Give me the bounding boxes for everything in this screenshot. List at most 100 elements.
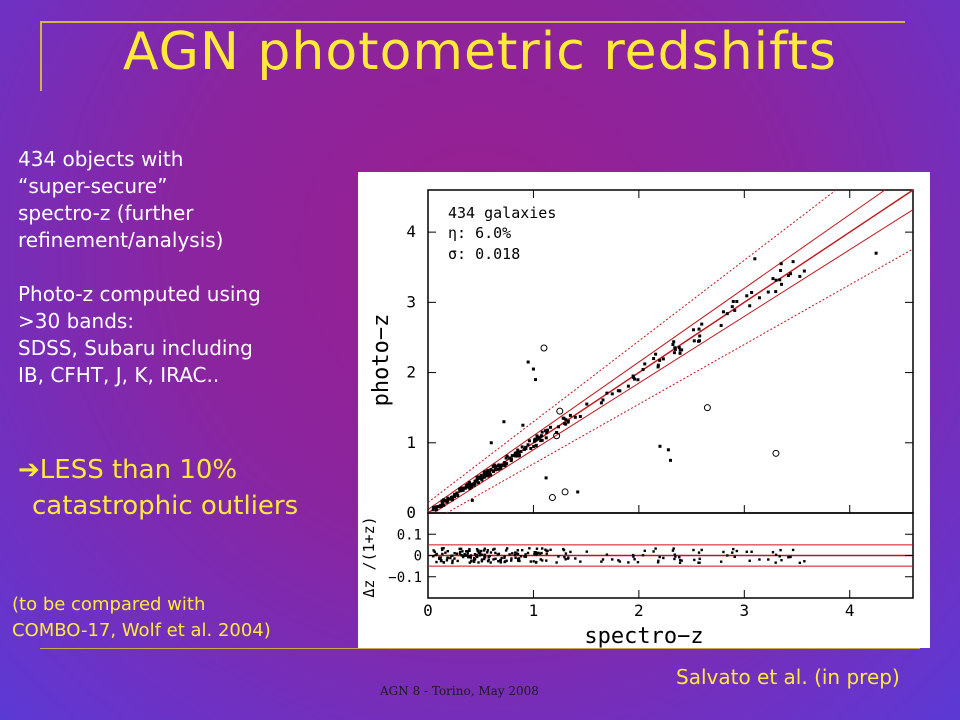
residual-point — [473, 558, 476, 561]
residual-point — [510, 557, 513, 560]
data-point — [433, 505, 437, 509]
data-point — [435, 505, 439, 509]
data-point — [656, 363, 660, 367]
residual-point — [465, 554, 469, 557]
sigma-band-line — [433, 209, 914, 514]
residual-point — [528, 547, 531, 550]
residual-point — [557, 555, 560, 558]
residual-point — [601, 558, 605, 561]
data-point — [757, 296, 761, 300]
residual-point — [789, 555, 792, 559]
data-point — [691, 328, 695, 332]
residual-point — [432, 555, 435, 558]
arrow-icon: ➔ — [18, 455, 40, 485]
residual-point — [504, 549, 508, 552]
data-point — [697, 327, 701, 331]
residual-point — [535, 560, 538, 564]
residual-point — [726, 554, 729, 557]
outlier-point — [521, 423, 525, 427]
residual-point — [489, 561, 492, 564]
data-point — [515, 450, 519, 454]
residual-point — [532, 560, 535, 563]
residual-point — [483, 557, 486, 561]
residual-point — [546, 549, 549, 553]
data-point — [434, 508, 438, 512]
outlier-callout: ➔LESS than 10% catastrophic outliers — [18, 452, 298, 524]
residual-point — [618, 560, 622, 563]
residual-point — [540, 559, 544, 562]
residual-point — [470, 560, 473, 563]
residual-point — [466, 549, 469, 553]
residual-y-tick-label: 0 — [414, 549, 422, 565]
data-point — [468, 486, 472, 490]
residual-point — [459, 547, 463, 551]
data-point — [539, 439, 543, 443]
residual-point — [435, 560, 438, 564]
outlier-line: LESS than 10% — [39, 455, 238, 485]
data-point — [469, 482, 473, 486]
data-point — [730, 305, 734, 309]
y-axis-label-top: photo−z — [369, 314, 394, 407]
residual-point — [433, 550, 436, 554]
outlier-point — [531, 367, 535, 371]
residual-point — [563, 555, 566, 559]
data-point — [774, 278, 778, 282]
residual-point — [478, 554, 482, 557]
residual-point — [523, 555, 526, 558]
outlier-line: catastrophic outliers — [32, 491, 299, 521]
x-tick-label: 0 — [423, 601, 433, 620]
data-point — [505, 462, 509, 466]
residual-point — [515, 552, 519, 555]
residual-point — [494, 551, 497, 555]
data-point — [778, 278, 782, 282]
data-point — [616, 389, 620, 393]
residual-point — [540, 547, 544, 550]
data-point — [731, 299, 735, 303]
outlier-point — [779, 262, 783, 266]
residual-point — [475, 548, 479, 551]
comparison-note: (to be compared with COMBO-17, Wolf et a… — [12, 592, 271, 644]
residual-point — [432, 549, 435, 552]
outlier-point — [753, 257, 757, 261]
body-line: Photo-z computed using — [18, 282, 261, 306]
residual-point — [480, 560, 484, 563]
residual-point — [449, 556, 452, 560]
body-line — [18, 254, 261, 281]
x-tick-label: 4 — [845, 601, 855, 620]
residual-point — [494, 557, 497, 560]
data-point — [480, 478, 484, 482]
data-point — [489, 473, 493, 477]
outlier-band-line — [446, 248, 914, 514]
data-point — [442, 498, 446, 502]
residual-point — [487, 558, 490, 561]
residual-point — [486, 548, 490, 552]
title-rule-left — [40, 21, 42, 91]
residual-point — [533, 552, 536, 556]
residual-point — [545, 559, 548, 562]
data-point — [452, 495, 456, 499]
residual-point — [458, 552, 462, 555]
data-point — [431, 508, 435, 512]
residual-point — [564, 558, 567, 561]
body-text: 434 objects with “super-secure” spectro-… — [18, 146, 261, 389]
data-point — [488, 470, 492, 474]
data-point — [439, 504, 443, 508]
data-point — [540, 430, 544, 434]
data-point — [673, 347, 677, 351]
residual-point — [446, 549, 449, 553]
residual-point — [468, 561, 471, 564]
residual-point — [693, 558, 696, 562]
residual-point — [440, 547, 444, 550]
body-line: refinement/analysis) — [18, 228, 224, 252]
residual-point — [524, 553, 527, 556]
outlier-point — [666, 448, 670, 452]
data-point — [513, 453, 517, 457]
residual-point — [497, 552, 501, 556]
data-point — [636, 378, 640, 382]
residual-point — [605, 553, 609, 556]
data-point — [504, 456, 508, 460]
residual-point — [473, 553, 477, 556]
outlier-point — [526, 360, 530, 364]
data-point — [482, 474, 486, 478]
residual-point — [654, 547, 657, 550]
